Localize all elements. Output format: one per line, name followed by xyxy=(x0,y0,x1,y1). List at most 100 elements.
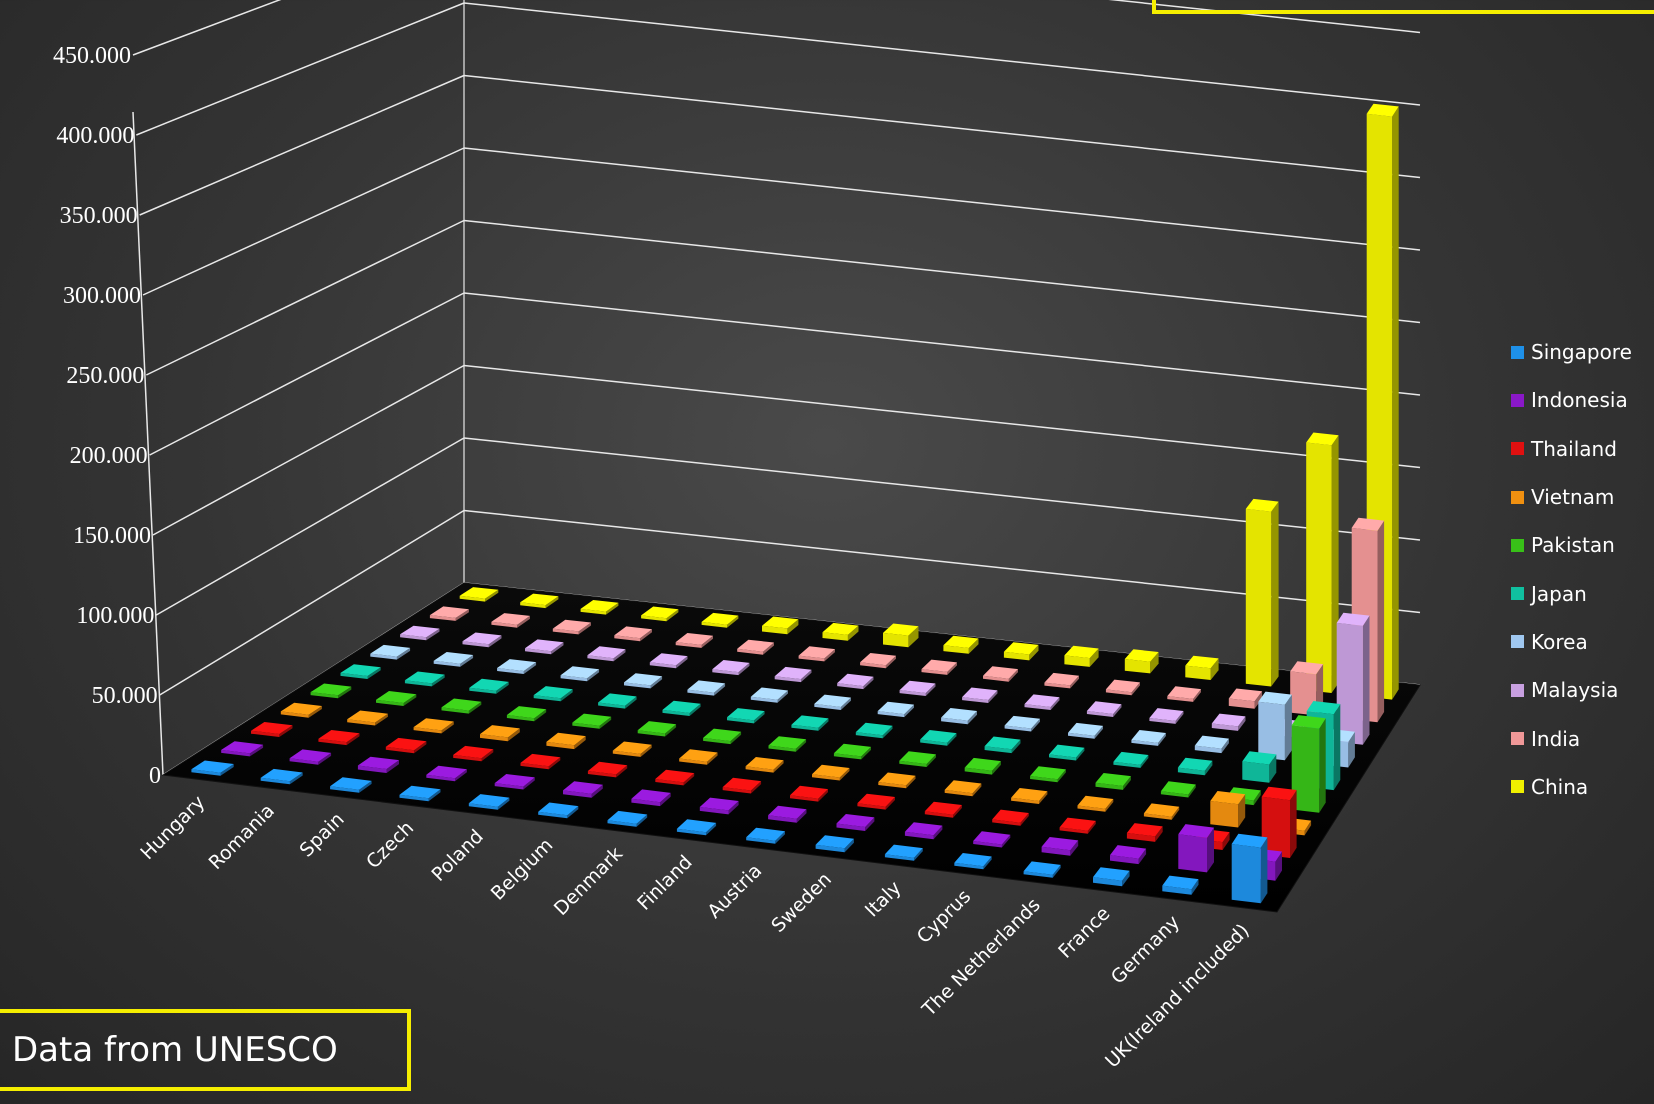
bar-top xyxy=(572,713,612,726)
x-tick-label: Belgium xyxy=(487,834,558,905)
bar-front xyxy=(1245,508,1272,687)
bar-front xyxy=(1086,711,1114,717)
bar-side xyxy=(885,655,896,669)
bar-top xyxy=(400,625,440,638)
bar-singapore-14 xyxy=(1162,875,1199,895)
bar-side xyxy=(551,642,564,655)
bar-top xyxy=(1126,823,1163,837)
bar-india-0 xyxy=(429,606,469,621)
bar-singapore-8 xyxy=(746,827,785,844)
bar-front xyxy=(1077,805,1106,812)
bar-vietnam-5 xyxy=(612,741,652,757)
bar-japan-12 xyxy=(1113,751,1149,768)
bar-front xyxy=(662,709,690,716)
bar-thailand-3 xyxy=(453,745,494,762)
bar-top xyxy=(468,794,510,807)
bar-side xyxy=(666,609,679,622)
bar-korea-7 xyxy=(814,694,851,710)
bar-front xyxy=(983,675,1009,682)
bar-side xyxy=(308,706,322,718)
bar-side xyxy=(591,784,603,798)
bar-front xyxy=(429,615,456,621)
bar-side xyxy=(796,809,807,823)
bar-top xyxy=(944,780,982,794)
bar-front xyxy=(722,787,751,794)
bar-side xyxy=(386,760,399,773)
x-tick-label: Italy xyxy=(861,877,906,922)
bar-top xyxy=(1185,655,1219,669)
gridline-left xyxy=(149,292,465,456)
bar-front xyxy=(860,662,886,669)
bar-front xyxy=(552,628,579,635)
bar-front xyxy=(525,648,552,655)
bar-malaysia-5 xyxy=(712,660,750,676)
bar-side xyxy=(1001,834,1011,848)
gridline-back xyxy=(463,147,1421,251)
bar-front xyxy=(1126,833,1156,842)
bar-top xyxy=(699,797,739,811)
bar-top xyxy=(860,653,896,666)
bar-top xyxy=(962,687,998,700)
bar-front xyxy=(962,697,989,703)
bar-side xyxy=(926,754,936,767)
bar-singapore-15 xyxy=(1231,833,1268,904)
bar-pakistan-5 xyxy=(637,721,677,737)
bar-front xyxy=(376,699,404,706)
bar-top xyxy=(899,751,936,764)
bar-top xyxy=(1351,517,1385,531)
bar-korea-4 xyxy=(624,673,663,689)
bar-top xyxy=(1160,781,1196,795)
bar-top xyxy=(357,756,399,769)
bar-front xyxy=(563,790,592,798)
legend-swatch xyxy=(1511,587,1524,601)
bar-side xyxy=(706,822,717,836)
bar-thailand-1 xyxy=(318,730,360,746)
bar-side xyxy=(1131,682,1140,696)
bar-top xyxy=(750,687,788,700)
bar-india-10 xyxy=(1044,672,1079,689)
bar-front xyxy=(815,844,845,853)
bar-side xyxy=(683,773,695,786)
bar-front xyxy=(920,739,948,746)
bar-top xyxy=(491,613,530,625)
bar-indonesia-7 xyxy=(699,797,739,815)
legend-item: Thailand xyxy=(1511,425,1651,473)
bar-side xyxy=(1222,832,1230,850)
bar-front xyxy=(727,717,754,724)
bar-india-2 xyxy=(552,619,591,635)
bar-side xyxy=(359,780,372,793)
bar-front xyxy=(468,803,498,810)
bar-front xyxy=(712,669,739,676)
bar-front xyxy=(462,641,489,648)
bar-top xyxy=(1041,837,1079,851)
top-frame xyxy=(1152,0,1654,14)
bar-singapore-4 xyxy=(468,794,510,810)
bar-top xyxy=(587,646,626,659)
bar-side xyxy=(1348,731,1355,768)
bar-pakistan-8 xyxy=(833,743,871,760)
bar-malaysia-15 xyxy=(1336,612,1370,745)
bar-side xyxy=(818,789,828,802)
bar-front xyxy=(1149,718,1176,724)
bar-vietnam-13 xyxy=(1143,803,1180,820)
bar-front xyxy=(791,724,819,731)
bar-side xyxy=(1089,648,1099,667)
bar-top xyxy=(546,732,586,746)
bar-front xyxy=(1004,725,1032,732)
bar-top xyxy=(1044,672,1079,686)
bar-side xyxy=(1052,864,1061,878)
bar-side xyxy=(727,615,739,628)
bar-front xyxy=(1044,682,1071,689)
bar-side xyxy=(485,589,499,602)
bar-side xyxy=(885,797,895,810)
bar-japan-13 xyxy=(1177,757,1213,776)
bar-side xyxy=(754,711,765,724)
bar-top xyxy=(552,619,591,632)
bar-front xyxy=(837,683,864,690)
bar-front xyxy=(676,828,706,836)
bar-side xyxy=(1138,848,1147,865)
bar-top xyxy=(1004,715,1040,729)
y-tick-label: 50.000 xyxy=(92,683,158,709)
bar-top xyxy=(525,639,564,652)
